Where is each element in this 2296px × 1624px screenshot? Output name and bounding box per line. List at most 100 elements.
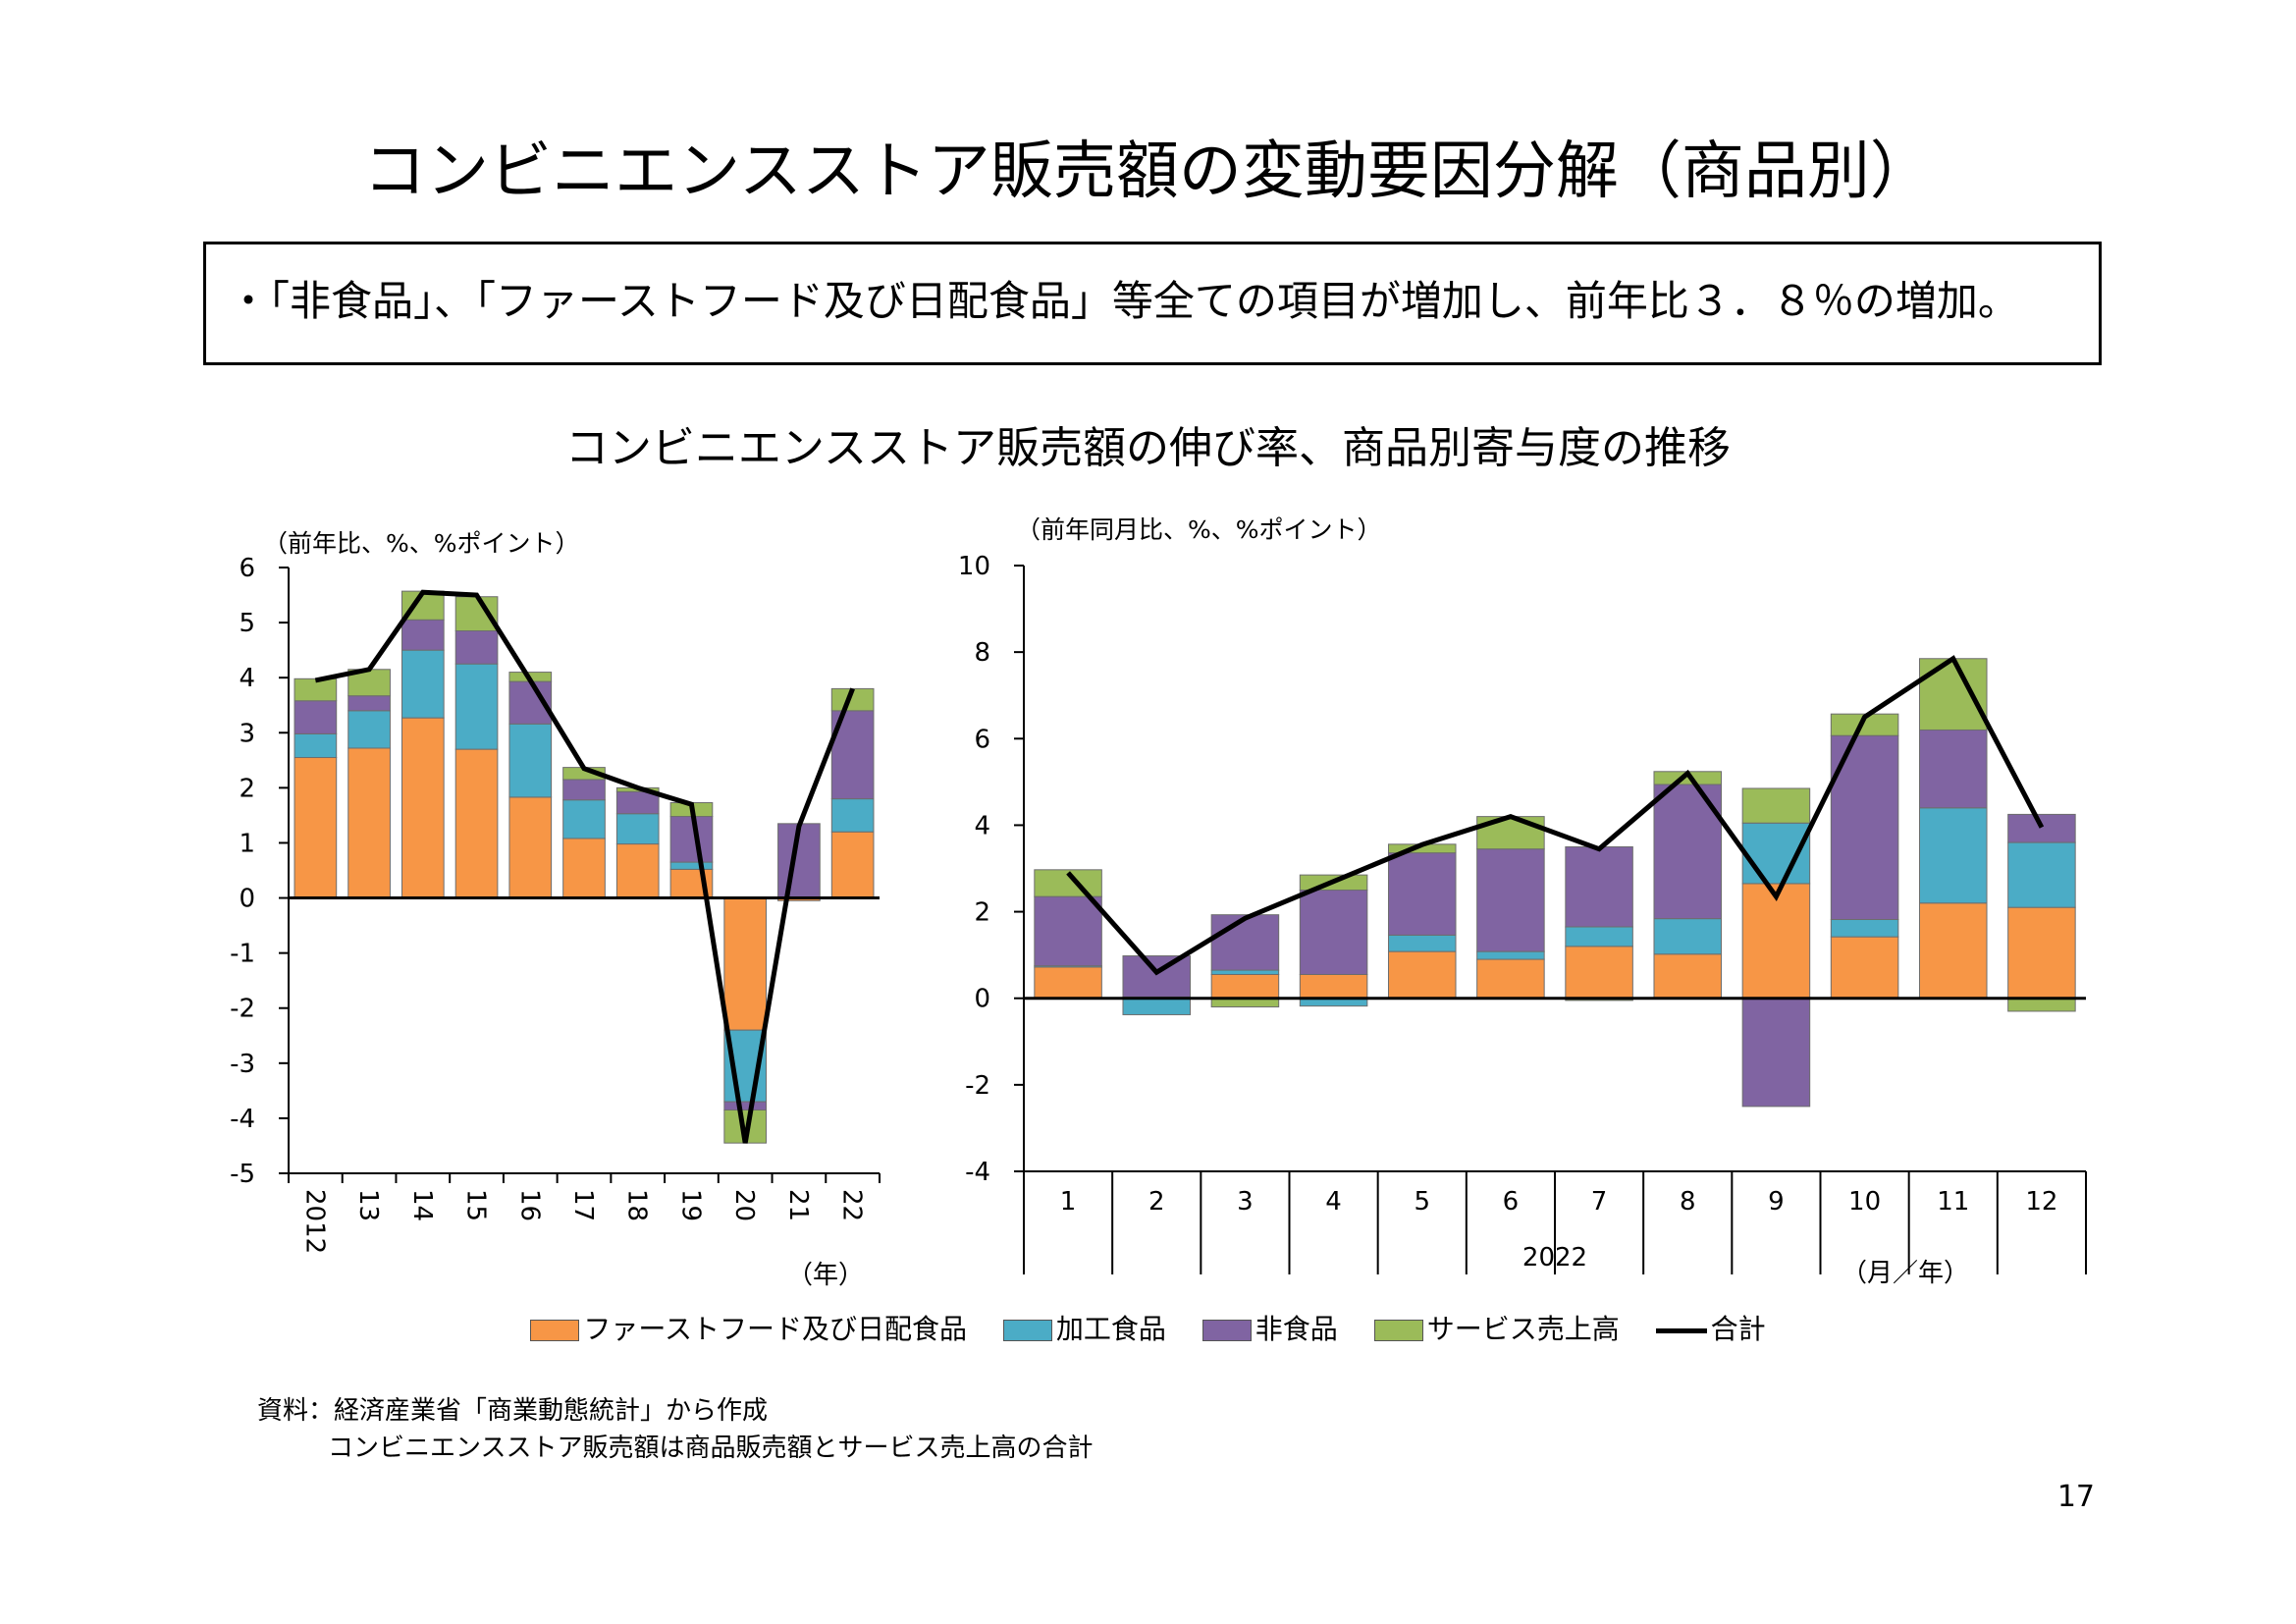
chart2-bar-service-11 xyxy=(1918,658,1988,731)
chart1-bar-fastfood-14 xyxy=(400,717,445,899)
legend-label-total: 合計 xyxy=(1710,1313,1766,1345)
chart2-y-tick-label: 2 xyxy=(974,898,990,928)
chart1-bar-fastfood-22 xyxy=(830,831,875,899)
chart1-x-label-14: 14 xyxy=(407,1189,437,1221)
legend-item-service: サービス売上高 xyxy=(1373,1308,1620,1347)
chart2-x-label-6: 6 xyxy=(1503,1187,1520,1217)
chart2-x-label-8: 8 xyxy=(1680,1187,1696,1217)
chart1-y-tick-label: -5 xyxy=(230,1160,255,1189)
legend-swatch-nonfood xyxy=(1201,1320,1252,1341)
chart2-bar-nonfood-9 xyxy=(1741,998,1811,1108)
chart2-bar-nonfood-5 xyxy=(1387,852,1457,936)
chart1-bar-nonfood-2012 xyxy=(294,700,338,734)
chart2-bar-service-12 xyxy=(2007,998,2076,1012)
legend-swatch-service xyxy=(1373,1320,1423,1341)
summary-text: ・「非食品」、「ファーストフード及び日配食品」等全ての項目が増加し、前年比３．８… xyxy=(228,277,2019,325)
chart2-bar-fastfood-7 xyxy=(1565,946,1633,1000)
chart1-x-label-15: 15 xyxy=(461,1189,491,1221)
legend-swatch-processed xyxy=(1002,1320,1052,1341)
chart2-y-tick-label: 8 xyxy=(974,638,990,668)
chart1-y-tick-label: 2 xyxy=(239,774,255,803)
legend-label-nonfood: 非食品 xyxy=(1255,1313,1338,1345)
chart2-bar-processed-12 xyxy=(2007,841,2076,908)
chart1-bar-fastfood-16 xyxy=(508,796,553,899)
chart2-bar-fastfood-8 xyxy=(1653,953,1723,1000)
chart1-bar-processed-15 xyxy=(454,663,499,750)
chart1-x-label-16: 16 xyxy=(514,1189,544,1221)
legend-item-fastfood: ファーストフード及び日配食品 xyxy=(530,1308,967,1347)
chart2-bar-processed-11 xyxy=(1918,807,1988,904)
chart2-bar-nonfood-4 xyxy=(1299,890,1368,975)
chart1-bar-fastfood-15 xyxy=(454,748,499,899)
chart2-bar-processed-5 xyxy=(1387,934,1457,952)
chart1-x-title: （年） xyxy=(787,1261,864,1290)
chart1-bar-processed-18 xyxy=(615,813,660,845)
legend-swatch-fastfood xyxy=(530,1320,580,1341)
chart2-bar-fastfood-5 xyxy=(1387,950,1457,1000)
chart2-bar-nonfood-12 xyxy=(2007,813,2076,843)
legend-item-total: 合計 xyxy=(1655,1308,1766,1347)
chart1-bar-fastfood-17 xyxy=(562,838,606,899)
chart2-y-tick-label: 0 xyxy=(974,985,990,1014)
legend-item-processed: 加工食品 xyxy=(1002,1308,1166,1347)
chart2-bar-nonfood-11 xyxy=(1918,729,1988,809)
chart2-x-label-2: 2 xyxy=(1148,1187,1165,1217)
chart2-x-label-5: 5 xyxy=(1414,1187,1430,1217)
chart2-bar-service-6 xyxy=(1476,816,1545,850)
legend-line-total xyxy=(1655,1327,1707,1333)
chart1-y-tick-label: 6 xyxy=(239,554,255,583)
chart1-bar-nonfood-15 xyxy=(454,630,499,665)
page-number: 17 xyxy=(2056,1480,2095,1514)
chart1-bar-nonfood-17 xyxy=(562,779,606,801)
chart1-x-label-22: 22 xyxy=(837,1189,867,1221)
chart2-y-tick-label: 10 xyxy=(958,552,990,581)
legend-item-nonfood: 非食品 xyxy=(1201,1308,1338,1347)
chart1-y-tick-label: -4 xyxy=(230,1105,255,1134)
chart2-x-label-7: 7 xyxy=(1591,1187,1608,1217)
chart1-y-tick-label: -2 xyxy=(230,995,255,1024)
chart1-bar-fastfood-2012 xyxy=(294,757,338,899)
chart1-y-tick-label: 1 xyxy=(239,829,255,858)
chart2-x-label-9: 9 xyxy=(1768,1187,1785,1217)
chart1-y-tick-label: 5 xyxy=(239,609,255,638)
chart2-bar-nonfood-2 xyxy=(1122,955,1192,998)
chart1-bar-nonfood-20 xyxy=(723,1101,768,1110)
legend-label-fastfood: ファーストフード及び日配食品 xyxy=(583,1313,967,1345)
chart2-bar-nonfood-6 xyxy=(1476,848,1545,952)
chart2-bar-processed-10 xyxy=(1830,919,1899,938)
chart1-bar-processed-13 xyxy=(347,710,391,749)
chart2-bar-fastfood-9 xyxy=(1741,883,1811,1000)
chart1-bar-processed-14 xyxy=(400,649,445,719)
chart1-unit-label: （前年比、%、%ポイント） xyxy=(263,529,580,558)
chart1-x-label-18: 18 xyxy=(622,1189,652,1221)
chart2-bar-fastfood-11 xyxy=(1918,902,1988,1000)
chart2-bar-processed-7 xyxy=(1565,926,1633,947)
chart1-bar-fastfood-18 xyxy=(615,843,660,899)
chart2-x-label-10: 10 xyxy=(1848,1187,1881,1217)
chart1-y-tick-label: 3 xyxy=(239,719,255,748)
chart1-total-line xyxy=(314,589,855,1144)
chart1-x-label-20: 20 xyxy=(729,1189,759,1221)
chart2-bar-processed-8 xyxy=(1653,918,1723,955)
chart2-bar-nonfood-7 xyxy=(1565,845,1633,928)
chart2-bar-fastfood-12 xyxy=(2007,906,2076,1000)
chart1-x-label-17: 17 xyxy=(568,1189,598,1221)
chart2-x-label-4: 4 xyxy=(1325,1187,1342,1217)
chart2-bar-processed-3 xyxy=(1210,969,1280,975)
chart2-y-tick-label: -4 xyxy=(965,1158,990,1187)
chart-legend: ファーストフード及び日配食品 加工食品 非食品 サービス売上高 合計 xyxy=(0,1308,2296,1347)
chart2-unit-label: （前年同月比、%、%ポイント） xyxy=(1016,515,1382,544)
source-line-2: コンビニエンスストア販売額は商品販売額とサービス売上高の合計 xyxy=(328,1434,1094,1463)
chart2-x-label-3: 3 xyxy=(1237,1187,1254,1217)
chart2-bar-service-9 xyxy=(1741,787,1811,824)
chart1-y-tick-label: -3 xyxy=(230,1050,255,1079)
chart1-bar-processed-16 xyxy=(508,723,553,798)
chart1-x-label-2012: 2012 xyxy=(299,1189,329,1254)
chart1-x-label-13: 13 xyxy=(353,1189,383,1221)
legend-label-service: サービス売上高 xyxy=(1426,1313,1620,1345)
chart1-bar-processed-2012 xyxy=(294,732,338,759)
chart2-bar-fastfood-3 xyxy=(1210,973,1280,1000)
chart2-bar-fastfood-10 xyxy=(1830,936,1899,1000)
chart2-bar-fastfood-6 xyxy=(1476,958,1545,1000)
